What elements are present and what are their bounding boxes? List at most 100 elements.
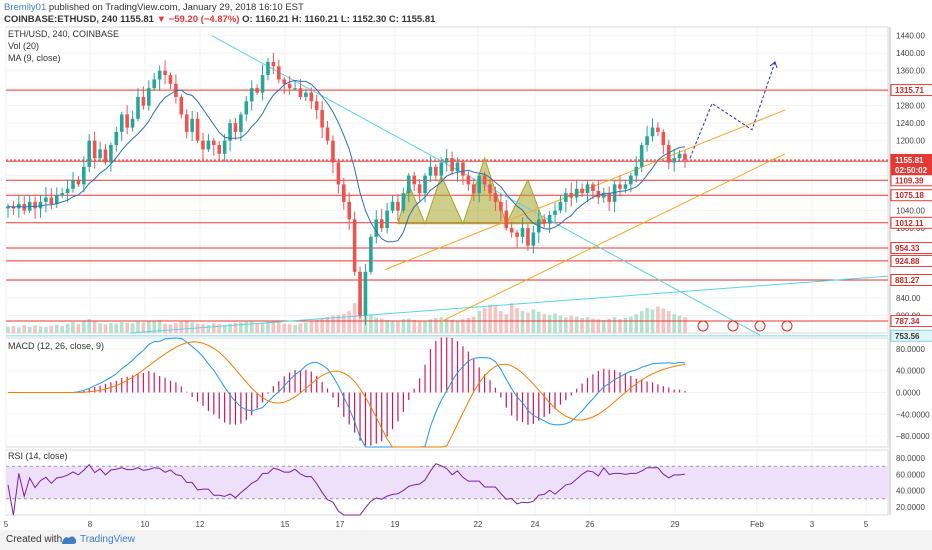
volume-bar	[314, 319, 319, 333]
volume-bar	[249, 321, 254, 333]
volume-bar	[336, 314, 341, 333]
volume-bar	[141, 322, 146, 333]
x-tick-label: 15	[281, 520, 290, 529]
candle-body	[233, 123, 238, 132]
volume-bar	[683, 317, 687, 333]
candle-body	[504, 210, 509, 229]
candle-body	[282, 79, 287, 84]
volume-bar	[87, 318, 92, 333]
candle-body	[618, 184, 622, 189]
volume-bar	[287, 324, 292, 333]
volume-bar	[591, 318, 595, 333]
candle-body	[390, 201, 395, 211]
candle-body	[309, 92, 314, 102]
candle-body	[266, 61, 270, 76]
volume-bar	[612, 317, 617, 333]
candle-body	[249, 88, 254, 102]
price-change: ▼ −59.20 (−4.87%)	[156, 14, 240, 25]
x-tick-label: 22	[474, 520, 483, 529]
candle-body	[401, 193, 406, 211]
candle-body	[271, 61, 276, 67]
volume-bar	[461, 319, 465, 333]
volume-bar	[179, 321, 184, 333]
event-marker-icon	[697, 320, 709, 332]
candle-body	[341, 184, 346, 202]
price-label-box	[890, 84, 932, 97]
candle-body	[591, 184, 595, 191]
candle-body	[336, 162, 341, 185]
x-tick-label: 10	[141, 520, 150, 529]
volume-bar	[396, 321, 400, 333]
candle-body	[439, 162, 444, 176]
candle-body	[168, 75, 173, 84]
candle-body	[406, 175, 411, 194]
macd-tick-label: 40.0000	[896, 367, 925, 376]
volume-bar	[434, 317, 438, 333]
candle-body	[212, 140, 216, 146]
ma-legend: MA (9, close)	[8, 53, 61, 63]
candle-body	[125, 114, 129, 128]
candle-body	[396, 201, 400, 211]
candle-body	[623, 184, 628, 189]
volume-bar	[331, 315, 335, 333]
volume-bar	[60, 326, 64, 333]
candle-body	[239, 114, 243, 132]
candle-body	[450, 158, 454, 172]
tradingview-brand[interactable]: TradingView	[80, 534, 136, 545]
candle-body	[98, 149, 102, 159]
price-label-box	[890, 174, 932, 187]
volume-bar	[190, 322, 194, 333]
last-price: 1155.81	[120, 14, 154, 25]
volume-bar	[98, 323, 102, 333]
candle-body	[157, 70, 162, 80]
candle-body	[515, 232, 519, 237]
chart-canvas[interactable]: 58101215171922242629Feb35800.00840.00880…	[0, 0, 932, 530]
candle-body	[417, 184, 422, 194]
candle-body	[60, 193, 64, 196]
rsi-line	[7, 463, 686, 516]
volume-bar	[277, 322, 281, 333]
quote-line: COINBASE:ETHUSD, 240 1155.81 ▼ −59.20 (−…	[4, 14, 435, 25]
x-tick-label: Feb	[750, 520, 764, 529]
volume-bar	[526, 312, 530, 333]
candle-body	[461, 162, 465, 176]
volume-bar	[607, 318, 611, 333]
candle-body	[428, 166, 433, 176]
volume-bar	[520, 311, 525, 333]
tradingview-logo-icon[interactable]	[60, 533, 78, 549]
volume-bar	[417, 320, 422, 333]
created-with-text: Created with	[6, 534, 63, 545]
candle-body	[580, 188, 584, 194]
candle-body	[477, 175, 481, 194]
volume-bar	[255, 323, 259, 333]
volume-bar	[401, 319, 406, 333]
volume-bar	[488, 304, 492, 333]
volume-bar	[44, 327, 48, 333]
volume-bar	[423, 321, 427, 333]
candle-body	[547, 214, 552, 224]
candle-body	[672, 158, 676, 163]
volume-bar	[585, 317, 590, 333]
price-label-text: 1109.39	[895, 176, 924, 185]
candle-body	[33, 201, 37, 209]
event-marker-icon	[781, 320, 793, 332]
candle-body	[184, 114, 189, 132]
volume-bar	[168, 324, 173, 333]
volume-bar	[450, 319, 454, 333]
macd-signal-line	[8, 341, 686, 448]
volume-bar	[379, 318, 384, 333]
y-tick-label: 1360.00	[896, 67, 925, 76]
author-link[interactable]: Bremily01	[4, 2, 47, 13]
volume-bar	[439, 317, 444, 333]
candle-body	[87, 140, 92, 167]
candle-body	[255, 88, 259, 93]
candle-body	[601, 193, 606, 198]
volume-bar	[677, 315, 682, 333]
volume-bar	[119, 322, 124, 333]
event-marker-icon	[727, 320, 739, 332]
candle-body	[6, 206, 10, 209]
volume-bar	[352, 303, 357, 333]
y-tick-label: 1040.00	[896, 207, 925, 216]
rising-support-trendline	[129, 275, 889, 334]
candle-body	[423, 175, 427, 194]
